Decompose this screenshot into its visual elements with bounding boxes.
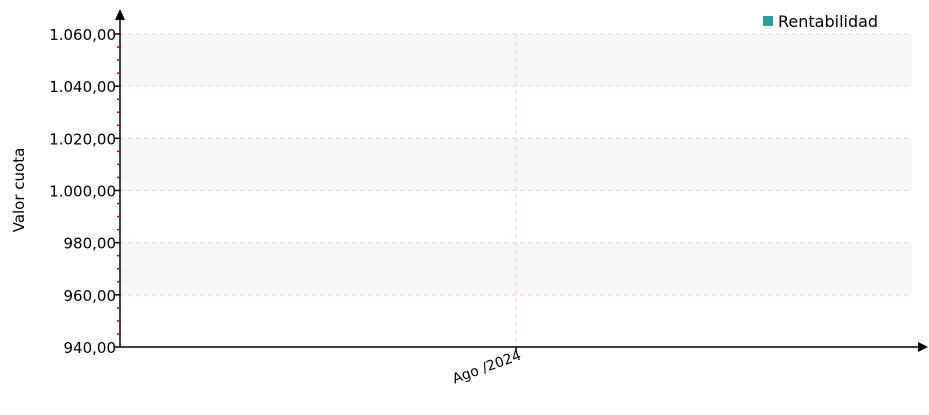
axes bbox=[115, 9, 928, 352]
legend: Rentabilidad bbox=[763, 12, 878, 31]
y-tick-label: 960,00 bbox=[64, 287, 117, 305]
y-tick-label: 1.020,00 bbox=[49, 130, 116, 148]
y-tick-label: 1.040,00 bbox=[49, 78, 116, 96]
legend-label-rentabilidad: Rentabilidad bbox=[778, 12, 878, 31]
grid-lines bbox=[120, 33, 912, 347]
y-axis-label: Valor cuota bbox=[10, 148, 28, 233]
y-tick-label: 980,00 bbox=[64, 235, 117, 253]
y-tick-label: 1.000,00 bbox=[49, 183, 116, 201]
y-tick-label: 1.060,00 bbox=[49, 26, 116, 44]
x-axis-ticks: Ago /2024 bbox=[450, 347, 523, 387]
legend-swatch-rentabilidad bbox=[763, 16, 773, 26]
x-tick-label: Ago /2024 bbox=[450, 348, 523, 388]
x-axis-arrow-icon bbox=[918, 342, 928, 352]
y-tick-label: 940,00 bbox=[64, 339, 117, 357]
y-axis-arrow-icon bbox=[115, 9, 125, 20]
y-axis-ticks: 940,00 960,00 980,00 1.000,00 1.020,00 1.040,… bbox=[49, 26, 120, 357]
